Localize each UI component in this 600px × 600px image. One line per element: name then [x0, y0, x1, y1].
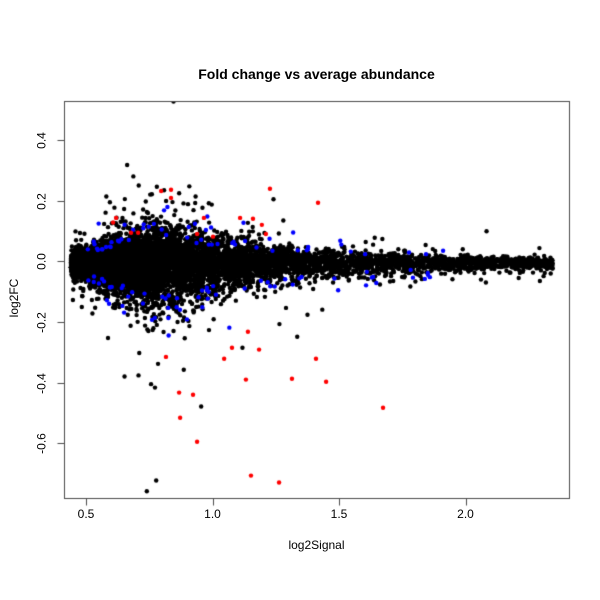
y-tick-label: 0.2	[34, 193, 49, 210]
x-tick-label: 1.0	[204, 507, 221, 521]
y-tick-label: -0.6	[34, 433, 49, 455]
y-tick-label: 0.4	[34, 132, 49, 150]
y-tick-label: -0.2	[34, 312, 49, 333]
x-tick-label: 0.5	[77, 507, 95, 521]
chart-title: Fold change vs average abundance	[198, 66, 435, 82]
x-axis-label: log2Signal	[288, 538, 345, 552]
x-tick-label: 1.5	[330, 507, 348, 521]
y-tick-label: 0.0	[34, 253, 49, 271]
y-tick-label: -0.4	[34, 372, 49, 394]
y-axis-label: log2FC	[7, 278, 21, 318]
x-tick-label: 2.0	[457, 507, 474, 521]
